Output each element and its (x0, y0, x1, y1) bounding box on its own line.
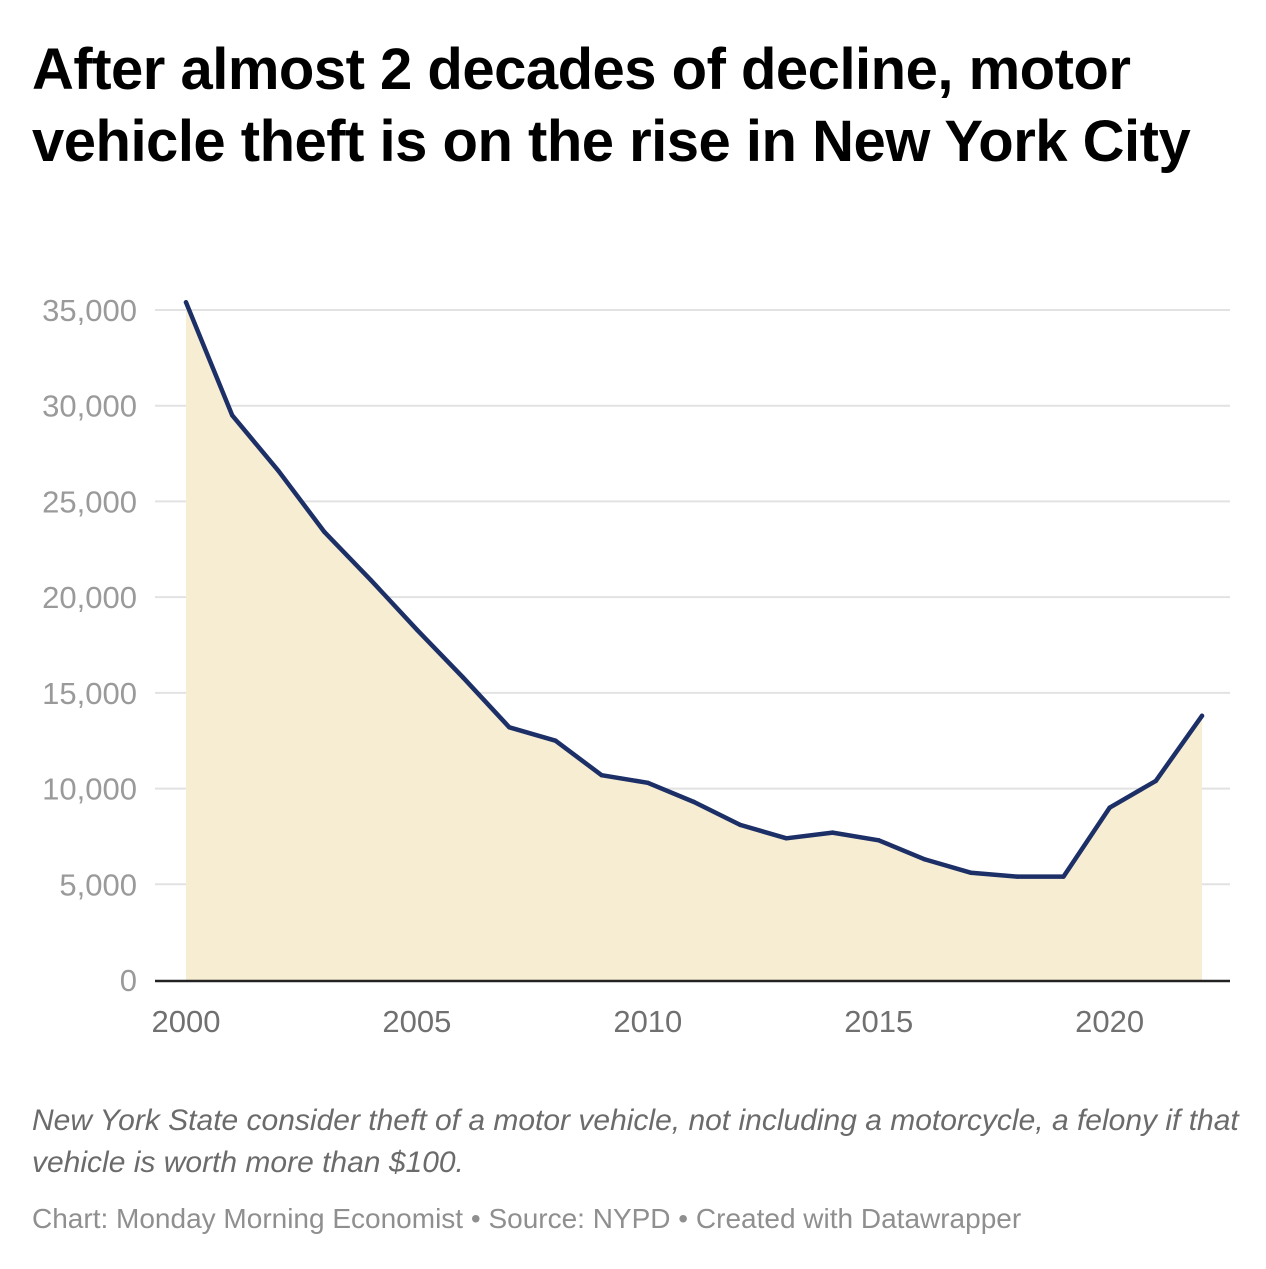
data-point-2017 (968, 870, 974, 875)
data-point-2003 (322, 529, 327, 535)
data-point-2007 (507, 725, 512, 730)
data-point-2000 (183, 300, 189, 305)
y-axis-ticks: 0 5,000 10,000 15,000 20,000 25,000 30,000 35,0… (42, 293, 137, 998)
data-point-2016 (922, 857, 928, 862)
data-point-2022 (1199, 713, 1205, 719)
data-point-2005 (414, 627, 420, 632)
y-tick-label: 25,000 (42, 484, 137, 519)
area-chart: 0 5,000 10,000 15,000 20,000 25,000 30,000 35,0… (42, 293, 1230, 1039)
footer-separator: • (670, 1203, 696, 1234)
data-points (183, 300, 1205, 879)
data-point-2021 (1153, 778, 1159, 784)
data-point-2010 (645, 780, 651, 786)
x-tick-label: 2010 (613, 1004, 682, 1039)
data-point-2013 (784, 836, 789, 841)
x-axis-ticks: 2000 2005 2010 2015 2020 (152, 1004, 1145, 1039)
chart-title: After almost 2 decades of decline, motor… (32, 37, 1191, 174)
area-fill (186, 302, 1202, 980)
data-point-2004 (368, 577, 373, 583)
created-with-label: Created with Datawrapper (695, 1203, 1022, 1234)
data-point-2018 (1015, 874, 1020, 879)
y-tick-label: 5,000 (59, 867, 137, 902)
data-point-2020 (1107, 805, 1112, 810)
x-tick-label: 2015 (844, 1004, 913, 1039)
data-point-2019 (1061, 874, 1066, 879)
data-point-2008 (553, 738, 558, 743)
chart-footer: Chart: Monday Morning Economist • Source… (32, 1200, 1242, 1238)
chart-note: New York State consider theft of a motor… (32, 1104, 1239, 1179)
source-label: Source: NYPD (488, 1203, 671, 1234)
y-tick-label: 0 (120, 963, 137, 998)
data-point-2001 (229, 413, 235, 418)
chart-credit-label: Chart: Monday Morning Economist (32, 1203, 464, 1234)
y-tick-label: 10,000 (42, 772, 137, 807)
x-tick-label: 2005 (382, 1004, 451, 1039)
x-tick-label: 2020 (1075, 1004, 1144, 1039)
x-tick-label: 2000 (152, 1004, 221, 1039)
data-point-2002 (276, 468, 281, 473)
y-tick-label: 20,000 (42, 580, 137, 615)
y-tick-label: 30,000 (42, 389, 137, 424)
y-tick-label: 35,000 (42, 293, 137, 328)
data-point-2012 (737, 822, 743, 828)
y-tick-label: 15,000 (42, 676, 137, 711)
data-point-2006 (460, 675, 466, 680)
data-point-2015 (876, 838, 881, 843)
footer-separator: • (463, 1203, 489, 1234)
data-point-2014 (830, 830, 835, 835)
data-point-2009 (599, 772, 604, 778)
data-point-2011 (691, 799, 697, 805)
